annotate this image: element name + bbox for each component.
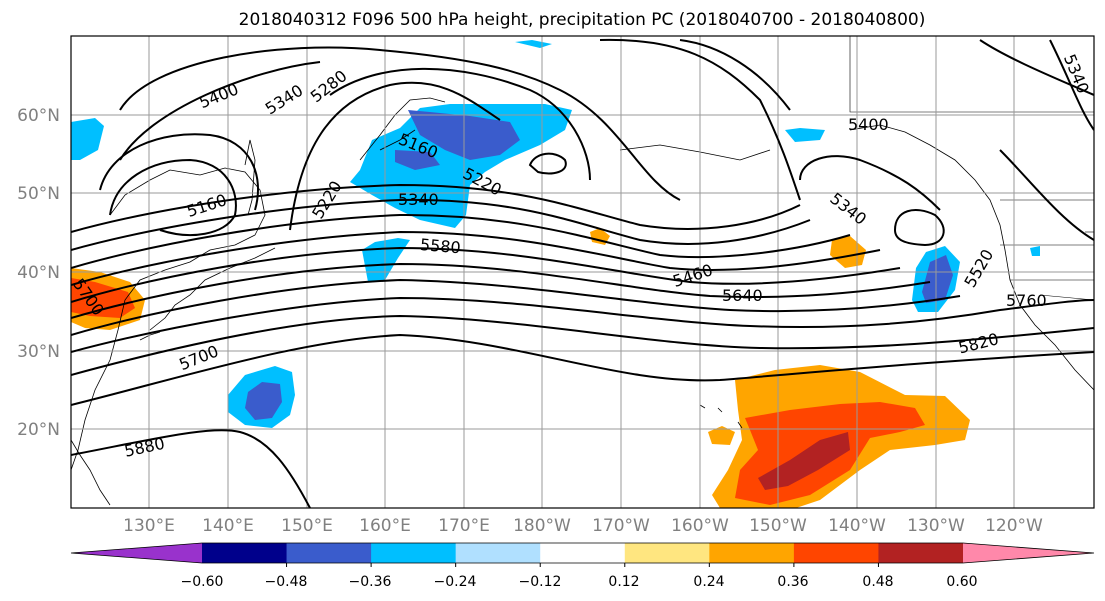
colorbar-extend-low	[71, 543, 202, 563]
contour-label: 5400	[848, 115, 889, 134]
lon-label: 170°W	[592, 516, 650, 536]
contour-label: 5760	[1006, 291, 1047, 310]
lat-label-30n: 30°N	[17, 342, 60, 362]
colorbar-tick-label: 0.12	[608, 574, 639, 590]
colorbar-tick-labels: −0.60 −0.48 −0.36 −0.24 −0.12 0.12 0.24 …	[181, 574, 978, 590]
colorbar	[70, 542, 1095, 567]
map-panel: 5400 5340 5280 5160 5220 5160 5220 5340 …	[69, 35, 1095, 509]
colorbar-tick-label: −0.60	[181, 574, 224, 590]
lon-label: 120°W	[985, 516, 1043, 536]
lon-label: 160°W	[671, 516, 729, 536]
coastlines	[71, 97, 1094, 506]
figure-title: 2018040312 F096 500 hPa height, precipit…	[239, 10, 926, 30]
lon-label: 140°W	[828, 516, 886, 536]
lon-label: 150°W	[749, 516, 807, 536]
longitude-labels: 130°E 140°E 150°E 160°E 170°E 180°W 170°…	[123, 516, 1043, 536]
colorbar-tick-label: 0.60	[946, 574, 977, 590]
colorbar-tick-label: −0.36	[349, 574, 392, 590]
contour-label: 5580	[419, 235, 461, 257]
colorbar-tick-label: −0.12	[519, 574, 562, 590]
lon-label: 160°E	[359, 516, 411, 536]
colorbar-segment	[371, 543, 457, 563]
colorbar-tick-label: 0.36	[777, 574, 808, 590]
colorbar-segment	[793, 543, 879, 563]
lat-label-60n: 60°N	[17, 106, 60, 126]
lon-label: 150°E	[281, 516, 333, 536]
latitude-labels: 60°N 50°N 40°N 30°N 20°N	[17, 106, 60, 440]
colorbar-segment	[709, 543, 795, 563]
height-contours	[71, 38, 1094, 508]
lon-label: 140°E	[202, 516, 254, 536]
gridlines	[71, 36, 1094, 508]
colorbar-extend-high	[963, 543, 1094, 563]
lon-label: 180°W	[513, 516, 571, 536]
contour-label: 5340	[398, 190, 439, 209]
colorbar-tick-label: 0.48	[862, 574, 893, 590]
colorbar-segment	[624, 543, 710, 563]
lat-label-50n: 50°N	[17, 184, 60, 204]
colorbar-segment	[286, 543, 372, 563]
colorbar-segment	[455, 543, 541, 563]
precip-positive-shading	[71, 228, 970, 508]
colorbar-tick-label: −0.48	[265, 574, 308, 590]
map-frame	[70, 35, 1095, 509]
precip-negative-shading	[71, 40, 1040, 428]
colorbar-segment	[202, 543, 288, 563]
lon-label: 170°E	[438, 516, 490, 536]
lat-label-40n: 40°N	[17, 263, 60, 283]
colorbar-segment	[878, 543, 964, 563]
lon-label: 130°E	[123, 516, 175, 536]
contour-label: 5640	[722, 286, 763, 305]
colorbar-segment	[540, 543, 626, 563]
lon-label: 130°W	[907, 516, 965, 536]
lat-label-20n: 20°N	[17, 420, 60, 440]
colorbar-tick-label: 0.24	[693, 574, 724, 590]
colorbar-outline	[70, 542, 1095, 564]
colorbar-tick-label: −0.24	[434, 574, 477, 590]
